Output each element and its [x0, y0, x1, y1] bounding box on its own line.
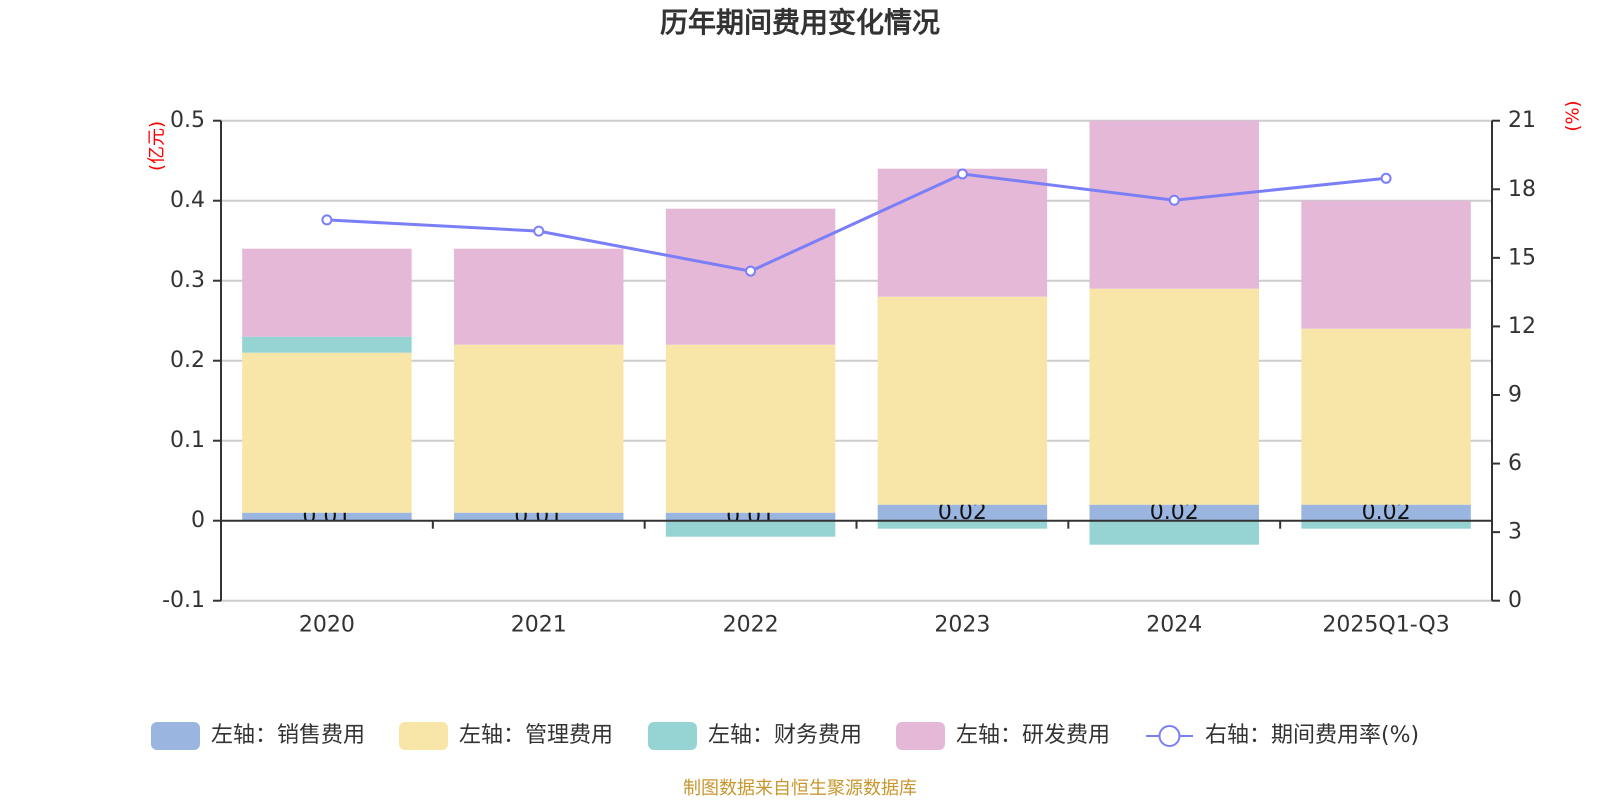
bar-segment[interactable] — [454, 248, 624, 345]
data-label: 0.01 — [514, 504, 563, 529]
bar-segment[interactable] — [877, 168, 1048, 297]
y-left-tick-label: -0.1 — [162, 588, 205, 613]
bar-segment[interactable] — [1089, 504, 1259, 521]
x-category-label: 2023 — [934, 613, 990, 638]
legend-label: 左轴：管理费用 — [459, 723, 614, 748]
legend-label: 左轴：销售费用 — [211, 723, 366, 748]
x-category-label: 2021 — [511, 613, 567, 638]
y-right-tick-label: 9 — [1508, 382, 1522, 407]
ratio-point[interactable] — [321, 214, 333, 226]
bar-segment[interactable] — [454, 344, 624, 513]
data-label: 0.02 — [1362, 500, 1411, 525]
y-left-tick-label: 0.1 — [170, 428, 205, 453]
bar-segment[interactable] — [877, 296, 1048, 505]
bar-segment[interactable] — [665, 520, 836, 537]
legend-swatch-icon — [896, 722, 945, 750]
y-right-tick-label: 21 — [1508, 108, 1536, 133]
legend-label: 右轴：期间费用率(%) — [1205, 723, 1420, 748]
x-category-label: 2020 — [299, 613, 355, 638]
ratio-point[interactable] — [1380, 172, 1392, 184]
legend-swatch-icon — [399, 722, 448, 750]
legend-item-admin-expense[interactable]: 左轴：管理费用 — [399, 722, 613, 750]
bar-segment[interactable] — [665, 512, 836, 521]
ratio-point[interactable] — [533, 225, 545, 237]
ratio-point[interactable] — [956, 168, 968, 180]
bar-segment[interactable] — [242, 512, 412, 521]
legend-item-sales-expense[interactable]: 左轴：销售费用 — [151, 722, 365, 750]
bar-segment[interactable] — [877, 520, 1048, 529]
bar-segment[interactable] — [1089, 288, 1259, 505]
bar-segment[interactable] — [1301, 328, 1471, 505]
y-left-tick-label: 0.5 — [170, 108, 205, 133]
x-category-label: 2022 — [723, 613, 779, 638]
y-left-unit-label: (亿元) — [147, 121, 168, 171]
y-left-tick-label: 0.2 — [170, 348, 205, 373]
legend-item-rd-expense[interactable]: 左轴：研发费用 — [896, 722, 1110, 750]
ratio-point[interactable] — [1168, 194, 1180, 206]
legend-swatch-icon — [648, 722, 697, 750]
y-right-tick-label: 18 — [1508, 177, 1536, 202]
y-right-tick-label: 3 — [1508, 520, 1522, 545]
legend-label: 左轴：研发费用 — [956, 723, 1111, 748]
bar-segment[interactable] — [1089, 520, 1259, 545]
data-label: 0.02 — [1150, 500, 1199, 525]
bar-segment[interactable] — [242, 352, 412, 513]
x-category-label: 2025Q1-Q3 — [1322, 613, 1449, 638]
y-right-tick-label: 0 — [1508, 588, 1522, 613]
bar-segment[interactable] — [454, 512, 624, 521]
legend-item-finance-expense[interactable]: 左轴：财务费用 — [648, 722, 862, 750]
bar-segment[interactable] — [242, 336, 412, 353]
legend-line-circle-icon — [1146, 725, 1193, 747]
legend-label: 左轴：财务费用 — [708, 723, 863, 748]
y-right-tick-label: 15 — [1508, 245, 1536, 270]
y-left-tick-label: 0.3 — [170, 268, 205, 293]
bar-segment[interactable] — [665, 208, 836, 345]
y-right-tick-label: 6 — [1508, 451, 1522, 476]
data-label: 0.02 — [938, 500, 987, 525]
data-source-note: 制图数据来自恒生聚源数据库 — [683, 778, 917, 799]
bar-segment[interactable] — [1301, 200, 1471, 329]
chart-title: 历年期间费用变化情况 — [659, 6, 940, 39]
x-category-label: 2024 — [1146, 613, 1202, 638]
legend-item-expense-ratio[interactable]: 右轴：期间费用率(%) — [1145, 722, 1419, 750]
bar-segment[interactable] — [877, 504, 1048, 521]
ratio-point[interactable] — [745, 265, 757, 277]
data-label: 0.01 — [726, 504, 775, 529]
y-right-unit-label: (%) — [1563, 100, 1584, 131]
ratio-line — [326, 172, 1387, 273]
bar-segment[interactable] — [1301, 504, 1471, 521]
bar-segment[interactable] — [665, 344, 836, 513]
data-label: 0.01 — [302, 504, 351, 529]
legend-swatch-icon — [151, 722, 200, 750]
y-left-tick-label: 0.4 — [170, 188, 205, 213]
bar-segment[interactable] — [1301, 520, 1471, 529]
y-left-tick-label: 0 — [191, 508, 205, 533]
y-right-tick-label: 12 — [1508, 314, 1536, 339]
bar-segment[interactable] — [242, 248, 412, 337]
